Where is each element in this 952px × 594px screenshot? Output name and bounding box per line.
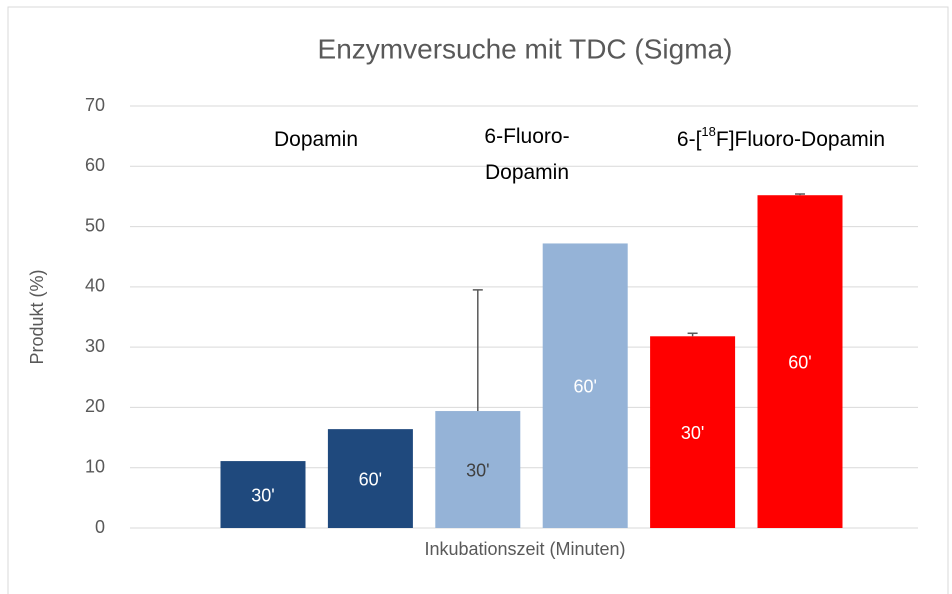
y-tick-label: 60 bbox=[85, 155, 105, 175]
group-label-part: F]Fluoro-Dopamin bbox=[716, 128, 885, 151]
y-axis-title: Produkt (%) bbox=[27, 269, 47, 364]
y-tick-label: 0 bbox=[95, 517, 105, 537]
bar-label: 30' bbox=[466, 460, 489, 480]
y-tick-label: 30 bbox=[85, 336, 105, 356]
bar bbox=[435, 411, 521, 528]
bar-label: 60' bbox=[788, 352, 811, 372]
group-label-part: Dopamin bbox=[274, 128, 358, 151]
bar-label: 30' bbox=[681, 423, 704, 443]
y-tick-label: 40 bbox=[85, 276, 105, 296]
bar-label: 60' bbox=[573, 376, 596, 396]
bar bbox=[542, 243, 628, 529]
group-label-part: 6-[ bbox=[677, 128, 702, 151]
y-tick-label: 70 bbox=[85, 95, 105, 115]
bar bbox=[650, 336, 736, 528]
group-label: Dopamin bbox=[485, 161, 569, 184]
bar bbox=[757, 195, 843, 529]
group-label-part: 6-Fluoro- bbox=[484, 125, 569, 148]
y-tick-label: 10 bbox=[85, 456, 105, 476]
x-axis-title: Inkubationszeit (Minuten) bbox=[424, 539, 625, 559]
group-label-part: Dopamin bbox=[485, 161, 569, 184]
y-tick-label: 50 bbox=[85, 215, 105, 235]
bar-label: 30' bbox=[251, 485, 274, 505]
group-label: 6-Fluoro- bbox=[484, 125, 569, 148]
chart-title: Enzymversuche mit TDC (Sigma) bbox=[318, 33, 733, 64]
bar bbox=[220, 461, 306, 528]
group-label: Dopamin bbox=[274, 128, 358, 151]
group-label-part: 18 bbox=[701, 124, 715, 139]
group-label: 6-[18F]Fluoro-Dopamin bbox=[677, 124, 885, 151]
y-tick-label: 20 bbox=[85, 396, 105, 416]
bar-label: 60' bbox=[359, 469, 382, 489]
bar bbox=[327, 429, 413, 528]
